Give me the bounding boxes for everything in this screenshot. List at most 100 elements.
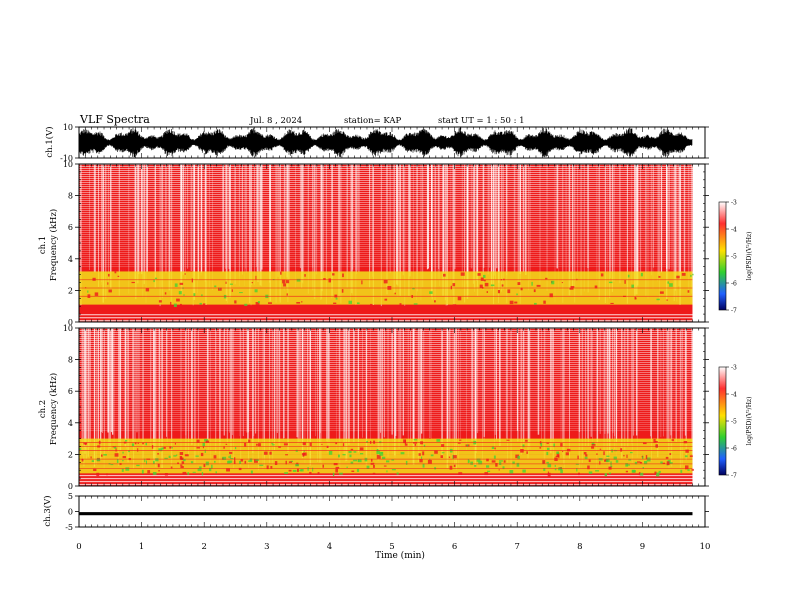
band-speckle xyxy=(685,449,689,453)
band-speckle xyxy=(342,454,346,456)
band-speckle xyxy=(364,457,368,462)
band-speckle xyxy=(146,460,147,465)
band-speckle xyxy=(429,291,433,294)
impulse-streak xyxy=(522,164,525,272)
band-speckle xyxy=(299,469,302,472)
impulse-streak xyxy=(611,164,613,292)
noise-row xyxy=(79,410,693,411)
impulse-streak xyxy=(128,164,130,294)
band-speckle xyxy=(486,291,488,293)
impulse-streak xyxy=(525,164,527,275)
noise-row xyxy=(79,232,693,233)
band-speckle xyxy=(452,283,456,287)
impulse-streak xyxy=(377,328,380,461)
impulse-streak xyxy=(346,328,348,461)
band-speckle xyxy=(96,458,101,462)
band-speckle xyxy=(153,279,155,283)
band-speckle xyxy=(225,281,227,284)
impulse-streak xyxy=(587,164,589,268)
noise-row xyxy=(79,426,693,427)
impulse-streak xyxy=(675,328,677,442)
band-speckle xyxy=(176,454,178,456)
noise-row xyxy=(79,396,693,397)
impulse-streak xyxy=(279,164,281,303)
impulse-streak xyxy=(101,164,103,283)
impulse-streak xyxy=(476,328,479,434)
noise-row xyxy=(79,212,693,213)
noise-row xyxy=(79,334,693,335)
impulse-streak xyxy=(577,164,578,281)
band-speckle xyxy=(357,459,360,462)
band-speckle xyxy=(339,472,343,475)
impulse-streak xyxy=(527,328,529,459)
impulse-streak xyxy=(517,164,519,284)
impulse-streak xyxy=(650,328,652,441)
impulse-streak xyxy=(499,328,501,446)
impulse-streak xyxy=(109,328,111,449)
band-speckle xyxy=(113,446,117,449)
ch1-spectrogram-panel: 0 2 4 6 8 10 xyxy=(63,160,709,327)
band-speckle xyxy=(338,454,340,458)
band-speckle xyxy=(477,273,481,276)
band-speckle xyxy=(346,466,348,468)
impulse-streak xyxy=(307,164,309,294)
band-speckle xyxy=(161,447,164,450)
impulse-streak xyxy=(598,164,600,300)
impulse-streak xyxy=(660,328,662,438)
band-speckle xyxy=(561,282,563,284)
impulse-streak xyxy=(132,328,133,443)
impulse-streak xyxy=(320,164,323,299)
impulse-streak xyxy=(241,164,243,275)
band-speckle xyxy=(483,274,486,278)
colorbar-gradient xyxy=(718,366,727,476)
impulse-streak xyxy=(587,328,589,439)
band-speckle xyxy=(254,459,258,463)
band-speckle xyxy=(93,468,97,471)
band-speckle xyxy=(286,293,288,296)
impulse-streak xyxy=(675,164,677,298)
impulse-streak xyxy=(309,328,311,466)
band-speckle xyxy=(370,303,373,306)
impulse-streak xyxy=(483,164,485,268)
noise-row xyxy=(79,204,693,205)
band-speckle xyxy=(141,469,144,474)
noise-row xyxy=(79,226,693,227)
impulse-streak xyxy=(379,328,381,453)
band-speckle xyxy=(594,285,598,289)
noise-row xyxy=(79,188,693,189)
band-speckle xyxy=(108,273,110,277)
band-speckle xyxy=(620,448,623,452)
impulse-streak xyxy=(446,164,448,306)
band-speckle xyxy=(200,452,204,457)
band-speckle xyxy=(202,303,206,307)
band-speckle xyxy=(450,285,452,290)
impulse-streak xyxy=(563,328,565,470)
band-speckle xyxy=(595,470,599,472)
band-speckle xyxy=(122,456,126,459)
band-speckle xyxy=(155,458,159,462)
band-speckle xyxy=(658,470,661,473)
impulse-streak xyxy=(510,328,512,468)
band-speckle xyxy=(491,460,496,463)
band-speckle xyxy=(303,450,305,452)
band-speckle xyxy=(596,453,598,455)
impulse-streak xyxy=(198,328,199,446)
impulse-streak xyxy=(543,328,546,460)
low-band-stripe xyxy=(79,477,693,480)
band-speckle xyxy=(239,292,243,294)
band-speckle xyxy=(517,282,521,285)
noise-row xyxy=(79,370,693,371)
band-speckle xyxy=(121,468,124,472)
noise-row xyxy=(79,424,693,425)
ch3-waveform-panel: 5 0 -5 xyxy=(65,492,709,532)
band-speckle xyxy=(131,281,135,284)
y-tick-label: 10 xyxy=(63,123,73,132)
impulse-streak xyxy=(505,328,508,439)
band-speckle xyxy=(356,468,360,472)
band-speckle xyxy=(292,469,297,472)
impulse-streak xyxy=(645,164,647,289)
band-speckle xyxy=(666,299,668,301)
band-speckle xyxy=(525,439,528,442)
band-speckle xyxy=(642,455,644,460)
impulse-streak xyxy=(488,164,490,268)
